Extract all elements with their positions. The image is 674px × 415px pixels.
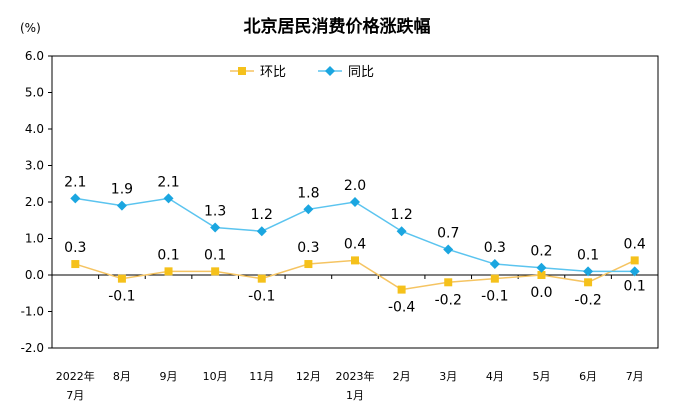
data-point — [70, 193, 81, 204]
y-tick-label: 2.0 — [25, 195, 44, 209]
data-label-mom: 0.4 — [344, 236, 366, 252]
y-tick-label: -2.0 — [21, 341, 44, 355]
data-point — [256, 226, 267, 237]
x-tick-label: 8月 — [113, 370, 131, 383]
data-label-mom: 0.1 — [157, 247, 179, 263]
legend-label: 同比 — [348, 65, 374, 80]
data-point — [164, 267, 173, 276]
x-tick-label-line2: 1月 — [346, 389, 364, 402]
data-label-yoy: 1.9 — [111, 182, 133, 198]
data-label-yoy: 0.1 — [624, 278, 646, 294]
series-layer: 2.1 1.9 2.1 1.3 1.2 1.8 2.0 1.2 0.7 0.3 0.2 0.1 0.1 0… — [64, 174, 646, 315]
data-point — [351, 256, 359, 265]
legend-item-mom: 环比 — [230, 65, 286, 80]
x-tick-label: 3月 — [439, 370, 457, 383]
data-point — [396, 226, 407, 237]
x-tick-label: 11月 — [249, 370, 274, 383]
data-point — [584, 278, 593, 287]
data-label-mom: 0.4 — [624, 236, 646, 252]
x-tick-label: 5月 — [532, 370, 550, 383]
data-label-yoy: 0.2 — [530, 244, 552, 260]
y-axis: 6.0 5.0 4.0 3.0 2.0 1.0 0.0 -1.0 -2.0 — [21, 49, 52, 355]
legend-label: 环比 — [260, 65, 286, 80]
x-tick-label-line2: 7月 — [66, 389, 84, 402]
y-tick-label: 6.0 — [25, 49, 44, 63]
data-label-yoy: 1.2 — [390, 207, 412, 223]
y-tick-label: 4.0 — [25, 122, 44, 136]
legend-item-yoy: 同比 — [318, 65, 374, 80]
series-mom — [71, 256, 639, 294]
data-label-mom: 0.3 — [64, 240, 86, 256]
y-tick-label: 3.0 — [25, 159, 44, 173]
data-point — [536, 262, 547, 273]
data-point — [303, 204, 314, 215]
data-label-mom: -0.4 — [388, 300, 415, 316]
data-label-mom: -0.1 — [108, 289, 135, 305]
data-label-yoy: 1.2 — [251, 207, 273, 223]
data-point — [537, 271, 546, 279]
data-label-yoy: 0.3 — [484, 240, 506, 256]
data-label-mom: 0.3 — [297, 240, 319, 256]
x-tick-label: 12月 — [296, 370, 321, 383]
chart-title: 北京居民消费价格涨跌幅 — [244, 16, 431, 37]
data-point — [163, 193, 174, 204]
legend-marker — [238, 67, 246, 75]
data-label-yoy: 2.0 — [344, 178, 366, 194]
data-point — [443, 244, 454, 255]
data-point — [116, 200, 127, 211]
x-tick-label: 9月 — [160, 370, 178, 383]
y-tick-label: -1.0 — [21, 305, 44, 319]
data-point — [117, 274, 126, 283]
legend-marker — [325, 66, 335, 76]
data-label-yoy: 0.7 — [437, 225, 459, 241]
data-label-mom: -0.2 — [435, 292, 462, 308]
data-labels: 2.1 1.9 2.1 1.3 1.2 1.8 2.0 1.2 0.7 0.3 0.2 0.1 0.1 0… — [64, 174, 646, 315]
x-tick-label: 2月 — [393, 370, 411, 383]
data-point — [257, 274, 266, 283]
data-point — [629, 266, 640, 277]
x-tick-label: 6月 — [579, 370, 597, 383]
data-label-yoy: 2.1 — [157, 174, 179, 190]
data-point — [211, 267, 220, 276]
data-label-mom: 0.0 — [530, 285, 552, 301]
data-point — [630, 256, 639, 265]
legend: 环比 同比 — [230, 65, 374, 80]
data-point — [490, 274, 499, 283]
data-label-mom: -0.2 — [574, 292, 601, 308]
x-tick-label: 4月 — [486, 370, 504, 383]
data-point — [210, 222, 221, 233]
data-label-yoy: 0.1 — [577, 247, 599, 263]
data-label-mom: -0.1 — [248, 289, 275, 305]
series-yoy — [70, 193, 640, 277]
y-tick-label: 0.0 — [25, 268, 44, 282]
data-label-yoy: 1.8 — [297, 185, 319, 201]
data-point — [583, 266, 594, 277]
x-tick-label: 7月 — [626, 370, 644, 383]
data-label-yoy: 1.3 — [204, 204, 226, 220]
x-tick-label: 10月 — [203, 370, 228, 383]
data-point — [489, 259, 500, 270]
x-tick-label: 2023年 — [336, 369, 375, 383]
y-tick-label: 1.0 — [25, 232, 44, 246]
y-tick-label: 5.0 — [25, 86, 44, 100]
data-point — [304, 260, 313, 269]
data-label-mom: -0.1 — [481, 289, 508, 305]
data-label-mom: 0.1 — [204, 247, 226, 263]
unit-label: (%) — [20, 21, 41, 35]
data-label-yoy: 2.1 — [64, 174, 86, 190]
data-point — [350, 197, 360, 207]
data-point — [444, 278, 453, 287]
x-axis: 2022年 7月 8月 9月 10月 11月 12月 2023年 1月 2月 3月 4月 5月 6月 7月 — [51, 275, 659, 402]
data-point — [397, 285, 406, 294]
x-tick-label: 2022年 — [56, 369, 95, 383]
data-point — [71, 260, 80, 269]
